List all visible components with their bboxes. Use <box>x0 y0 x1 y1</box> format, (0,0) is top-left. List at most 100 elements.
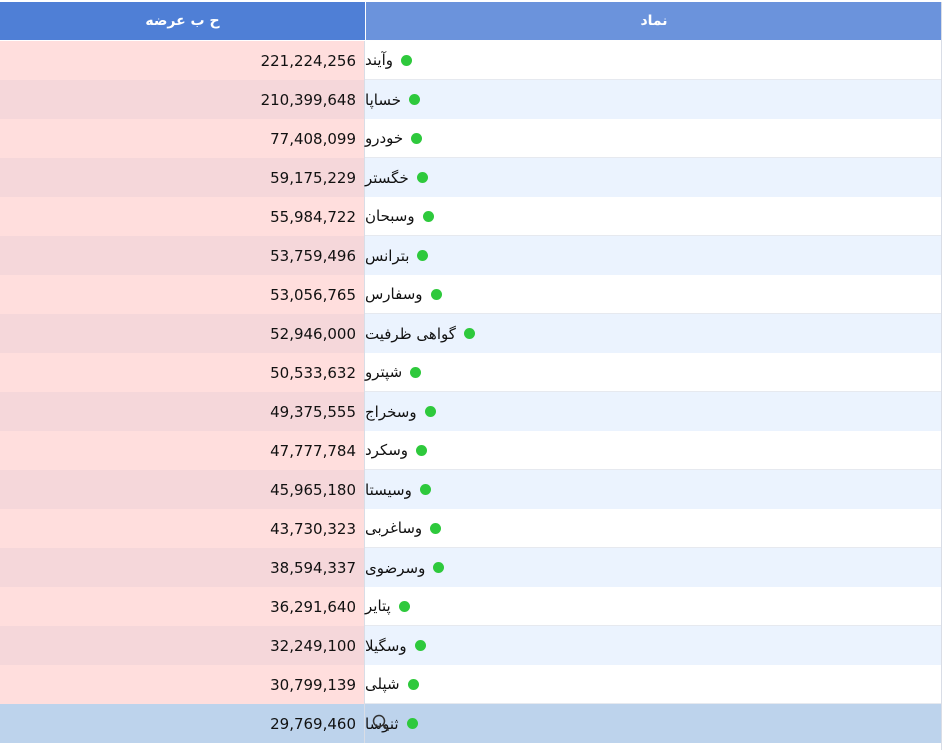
volume-cell: 55,984,722 <box>0 197 365 236</box>
symbol-cell[interactable]: وآیند <box>365 41 942 80</box>
symbol-cell[interactable]: ثنوسا <box>365 704 942 743</box>
symbol-wrap: شپترو <box>365 363 422 381</box>
status-dot-icon <box>430 522 442 534</box>
symbol-cell[interactable]: وساغربی <box>365 509 942 548</box>
symbol-cell[interactable]: وسکرد <box>365 431 942 470</box>
symbol-cell[interactable]: وسخراج <box>365 392 942 431</box>
symbol-wrap: خساپا <box>365 91 420 109</box>
volume-cell: 29,769,460 <box>0 704 365 743</box>
status-dot-icon <box>419 484 431 495</box>
volume-cell: 49,375,555 <box>0 392 365 431</box>
table-row[interactable]: 77,408,099 خودرو <box>0 119 942 159</box>
table-header: ح ب عرضه نماد <box>0 2 942 40</box>
table-row[interactable]: 30,799,139 شپلی <box>0 665 942 705</box>
symbol-label[interactable]: شپلی <box>365 675 400 693</box>
symbol-label[interactable]: خگستر <box>365 168 409 187</box>
volume-cell: 52,946,000 <box>0 314 365 353</box>
table-row[interactable]: 43,730,323 وساغربی <box>0 509 942 549</box>
symbol-wrap: وسبحان <box>365 207 434 225</box>
symbol-label[interactable]: وسیستا <box>365 480 412 499</box>
table-row[interactable]: 45,965,180 وسیستا <box>0 470 942 510</box>
status-dot-icon <box>414 640 426 651</box>
table-row[interactable]: 52,946,000 گواهی ظرفیت <box>0 314 942 354</box>
symbol-cell[interactable]: خگستر <box>365 158 942 197</box>
search-icon[interactable] <box>371 713 391 733</box>
status-dot-icon <box>401 54 412 66</box>
grid-border <box>941 2 942 750</box>
symbol-cell[interactable]: وسگیلا <box>365 626 942 665</box>
symbol-wrap: گواهی ظرفیت <box>365 325 475 343</box>
volume-cell: 53,056,765 <box>0 275 365 314</box>
symbol-cell[interactable]: وسفارس <box>365 275 942 314</box>
symbol-cell[interactable]: شپترو <box>365 353 942 392</box>
volume-cell: 221,224,256 <box>0 41 365 80</box>
table-row[interactable]: 50,533,632 شپترو <box>0 353 942 393</box>
table-row[interactable]: 47,777,784 وسکرد <box>0 431 942 471</box>
table-row[interactable]: 49,375,555 وسخراج <box>0 392 942 432</box>
symbol-label[interactable]: پتایر <box>365 597 391 615</box>
status-dot-icon <box>416 172 428 183</box>
volume-cell: 47,777,784 <box>0 431 365 470</box>
volume-cell: 38,594,337 <box>0 548 365 587</box>
status-dot-icon <box>410 366 422 378</box>
symbol-wrap: وسکرد <box>365 441 428 459</box>
table-row[interactable]: 53,056,765 وسفارس <box>0 275 942 315</box>
table-row[interactable]: 210,399,648 خساپا <box>0 80 942 120</box>
symbol-label[interactable]: خودرو <box>365 129 404 147</box>
symbol-cell[interactable]: خساپا <box>365 80 942 119</box>
symbol-label[interactable]: وسفارس <box>365 285 423 303</box>
table-row[interactable]: 59,175,229 خگستر <box>0 158 942 198</box>
symbol-cell[interactable]: شپلی <box>365 665 942 704</box>
symbol-wrap: خودرو <box>365 129 423 147</box>
symbol-wrap: وسیستا <box>365 481 431 499</box>
symbol-label[interactable]: گواهی ظرفیت <box>365 324 456 343</box>
table-row[interactable]: 38,594,337 وسرضوی <box>0 548 942 588</box>
table-row[interactable]: 32,249,100 وسگیلا <box>0 626 942 666</box>
symbol-cell[interactable]: گواهی ظرفیت <box>365 314 942 353</box>
symbol-label[interactable]: شپترو <box>365 363 403 381</box>
status-dot-icon <box>424 406 436 417</box>
symbol-cell[interactable]: وسرضوی <box>365 548 942 587</box>
symbol-cell[interactable]: بترانس <box>365 236 942 275</box>
volume-cell: 210,399,648 <box>0 80 365 119</box>
volume-cell: 45,965,180 <box>0 470 365 509</box>
symbol-label[interactable]: وسرضوی <box>365 558 426 577</box>
symbol-label[interactable]: بترانس <box>365 246 410 265</box>
table-row[interactable]: 29,769,460 ثنوسا <box>0 704 942 744</box>
symbol-cell[interactable]: وسبحان <box>365 197 942 236</box>
symbol-label[interactable]: وسخراج <box>365 402 417 421</box>
symbol-wrap: وآیند <box>365 51 412 69</box>
status-dot-icon <box>463 328 475 339</box>
status-dot-icon <box>433 562 445 573</box>
status-dot-icon <box>416 444 428 456</box>
table-row[interactable]: 55,984,722 وسبحان <box>0 197 942 237</box>
symbol-wrap: وسرضوی <box>365 558 445 577</box>
volume-cell: 30,799,139 <box>0 665 365 704</box>
symbol-wrap: خگستر <box>365 169 428 187</box>
symbol-cell[interactable]: خودرو <box>365 119 942 158</box>
status-dot-icon <box>422 210 434 222</box>
symbol-cell[interactable]: پتایر <box>365 587 942 626</box>
column-header-symbol[interactable]: نماد <box>366 2 942 40</box>
symbol-wrap: وساغربی <box>365 519 442 537</box>
table-row[interactable]: 36,291,640 پتایر <box>0 587 942 627</box>
symbol-label[interactable]: وسکرد <box>365 441 409 459</box>
column-header-volume[interactable]: ح ب عرضه <box>0 2 366 40</box>
table-row[interactable]: 53,759,496 بترانس <box>0 236 942 276</box>
volume-cell: 43,730,323 <box>0 509 365 548</box>
status-dot-icon <box>398 600 410 612</box>
status-dot-icon <box>408 94 420 105</box>
volume-cell: 36,291,640 <box>0 587 365 626</box>
symbol-label[interactable]: خساپا <box>365 90 401 109</box>
symbol-label[interactable]: وسگیلا <box>365 636 407 655</box>
symbol-label[interactable]: وآیند <box>365 51 393 69</box>
symbol-cell[interactable]: وسیستا <box>365 470 942 509</box>
symbol-wrap: شپلی <box>365 675 419 693</box>
symbol-wrap: وسگیلا <box>365 637 426 655</box>
symbol-label[interactable]: وسبحان <box>365 207 415 225</box>
table-row[interactable]: 221,224,256 وآیند <box>0 41 942 81</box>
symbol-wrap: وسخراج <box>365 403 436 421</box>
symbol-label[interactable]: وساغربی <box>365 519 423 537</box>
status-dot-icon <box>407 678 419 690</box>
